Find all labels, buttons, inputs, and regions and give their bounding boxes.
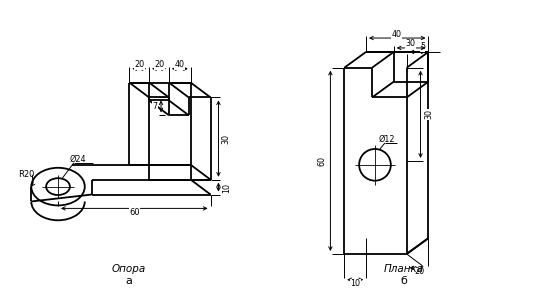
Text: Планка: Планка [384,264,424,274]
Text: а: а [125,276,132,286]
Text: 10: 10 [350,279,360,288]
Text: 20: 20 [154,60,164,69]
Text: 20: 20 [134,60,144,69]
Text: 5: 5 [420,42,425,51]
Text: 60: 60 [129,208,140,217]
Text: Ø12: Ø12 [379,135,395,144]
Text: 60: 60 [318,156,327,166]
Text: Опора: Опора [111,264,146,274]
Text: 10: 10 [222,182,231,193]
Text: 30: 30 [406,39,416,48]
Text: 40: 40 [175,60,185,69]
Text: 7: 7 [152,102,158,111]
Text: 30: 30 [222,134,231,144]
Text: 30: 30 [424,109,433,119]
Text: Ø24: Ø24 [70,154,86,164]
Text: 40: 40 [392,29,402,39]
Text: R20: R20 [18,170,35,179]
Text: б: б [400,276,407,286]
Text: 20: 20 [415,267,425,276]
